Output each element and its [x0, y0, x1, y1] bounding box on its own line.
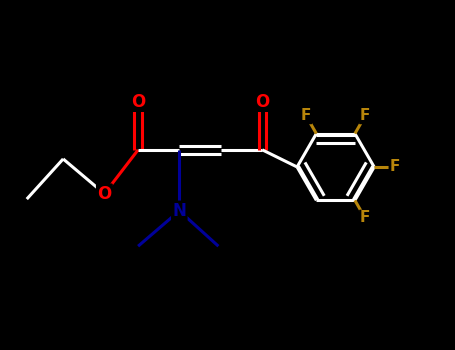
Text: O: O: [255, 93, 269, 111]
Text: F: F: [360, 108, 370, 124]
Text: F: F: [360, 210, 370, 225]
Text: N: N: [172, 202, 186, 220]
Text: F: F: [301, 108, 311, 124]
Text: F: F: [389, 160, 399, 174]
Text: O: O: [97, 185, 111, 203]
Text: O: O: [131, 93, 145, 111]
